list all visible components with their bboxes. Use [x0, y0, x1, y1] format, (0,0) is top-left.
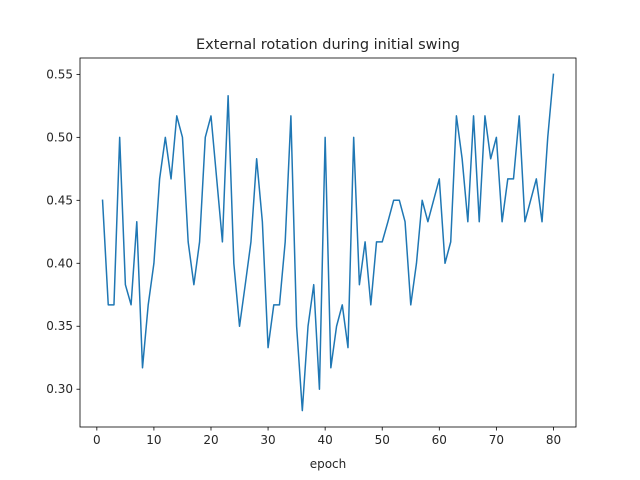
chart-title: External rotation during initial swing — [196, 37, 460, 53]
plot-area — [101, 73, 555, 412]
y-tick-label: 0.50 — [46, 130, 73, 144]
x-tick-label: 50 — [375, 433, 390, 447]
series-line — [101, 73, 555, 412]
y-axis: 0.30 0.35 0.40 0.45 0.50 0.55 — [46, 67, 80, 396]
x-tick-label: 40 — [318, 433, 333, 447]
x-tick-label: 30 — [260, 433, 275, 447]
x-axis: 0 10 20 30 40 50 60 70 80 — [93, 427, 561, 447]
y-tick-label: 0.35 — [46, 319, 73, 333]
x-tick-label: 80 — [546, 433, 561, 447]
x-tick-label: 10 — [146, 433, 161, 447]
x-axis-label: epoch — [310, 457, 347, 471]
y-tick-label: 0.45 — [46, 193, 73, 207]
x-tick-label: 0 — [93, 433, 101, 447]
y-tick-label: 0.30 — [46, 382, 73, 396]
x-tick-label: 20 — [203, 433, 218, 447]
x-tick-label: 70 — [489, 433, 504, 447]
y-tick-label: 0.55 — [46, 67, 73, 81]
axes-frame — [79, 57, 577, 428]
y-tick-label: 0.40 — [46, 256, 73, 270]
x-tick-label: 60 — [432, 433, 447, 447]
